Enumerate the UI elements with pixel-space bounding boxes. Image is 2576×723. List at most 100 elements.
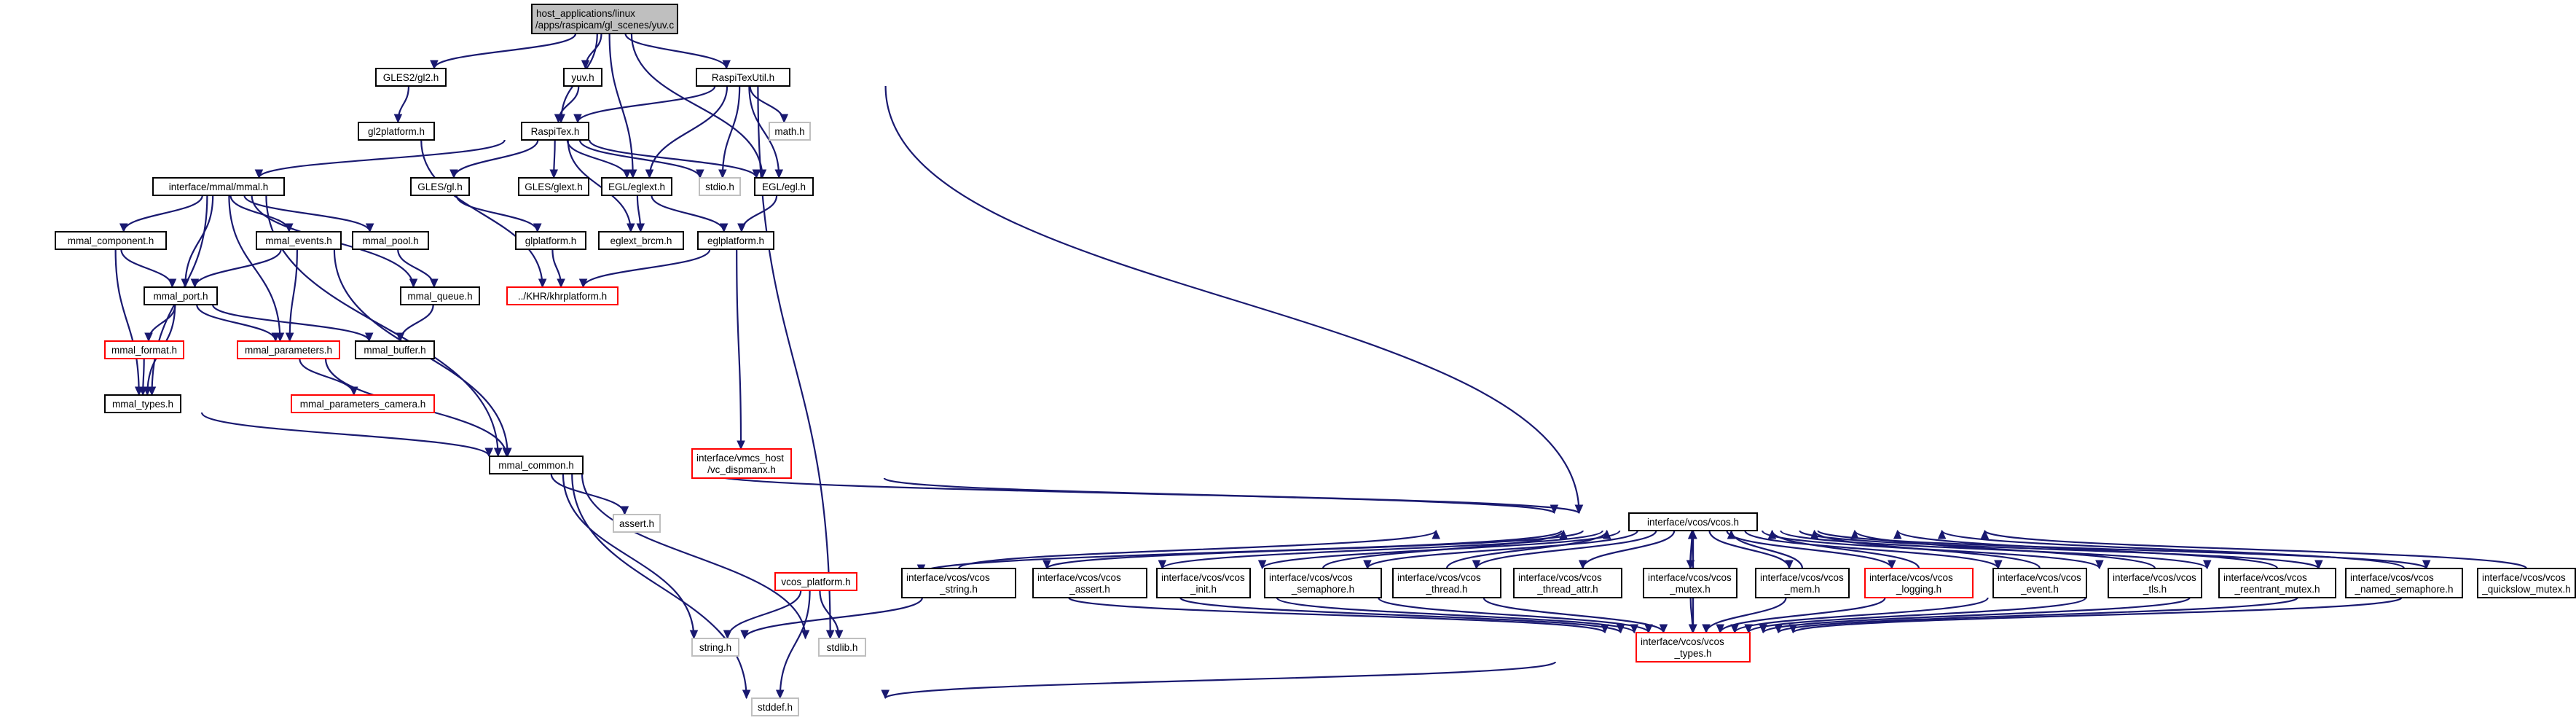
node-box bbox=[901, 568, 1016, 598]
node-vcos_h[interactable]: interface/vcos/vcos.h bbox=[1628, 512, 1758, 531]
node-khrplatform[interactable]: ../KHR/khrplatform.h bbox=[506, 286, 619, 305]
node-mmal_component[interactable]: mmal_component.h bbox=[55, 231, 167, 250]
edge-vcos_h-to-vcos_event bbox=[1744, 530, 2003, 570]
node-box bbox=[769, 122, 811, 141]
node-label: EGL/egl.h bbox=[762, 181, 806, 192]
edge-raspitex-to-stdio_h bbox=[578, 139, 704, 179]
node-label: gl2platform.h bbox=[368, 126, 425, 137]
node-glplatform[interactable]: glplatform.h bbox=[515, 231, 586, 250]
node-label: _mem.h bbox=[1784, 584, 1821, 595]
node-box bbox=[521, 122, 589, 141]
node-mmal_port[interactable]: mmal_port.h bbox=[144, 286, 218, 305]
node-label: math.h bbox=[774, 126, 804, 137]
node-label: assert.h bbox=[619, 518, 654, 529]
node-box bbox=[1032, 568, 1147, 598]
node-vcos_tls[interactable]: interface/vcos/vcos_tls.h bbox=[2108, 568, 2202, 598]
node-label: _thread.h bbox=[1425, 584, 1467, 595]
node-string_h[interactable]: string.h bbox=[691, 638, 739, 657]
edge-vcos_string-to-string_h bbox=[740, 597, 923, 640]
node-mmal_format[interactable]: mmal_format.h bbox=[104, 340, 184, 359]
node-math_h[interactable]: math.h bbox=[769, 122, 811, 141]
node-box bbox=[1156, 568, 1251, 598]
node-mmal_pool[interactable]: mmal_pool.h bbox=[352, 231, 429, 250]
edge-mmal_h-to-mmal_pool bbox=[243, 195, 374, 233]
node-vcos_mutex[interactable]: interface/vcos/vcos_mutex.h bbox=[1643, 568, 1737, 598]
node-vcos_thread_attr[interactable]: interface/vcos/vcos_thread_attr.h bbox=[1513, 568, 1622, 598]
node-mmal_parameters[interactable]: mmal_parameters.h bbox=[237, 340, 340, 359]
edge-vcos_event-to-vcos_types bbox=[1730, 597, 1989, 634]
node-label: _reentrant_mutex.h bbox=[2234, 584, 2320, 595]
node-stddef_h[interactable]: stddef.h bbox=[751, 697, 799, 716]
edge-vcos_h-to-vcos_semaphore bbox=[1363, 530, 1638, 570]
node-label: /vc_dispmanx.h bbox=[707, 464, 776, 475]
edge-vcos_tls-to-vcos_h bbox=[1850, 529, 2156, 569]
node-box bbox=[696, 68, 790, 87]
node-eglext_brcm[interactable]: eglext_brcm.h bbox=[598, 231, 684, 250]
node-gles_gl[interactable]: GLES/gl.h bbox=[410, 177, 470, 196]
node-mmal_parameters_camera[interactable]: mmal_parameters_camera.h bbox=[291, 394, 435, 413]
node-label: interface/mmal/mmal.h bbox=[169, 181, 269, 192]
node-vcos_quickslow_mutex[interactable]: interface/vcos/vcos_quickslow_mutex.h bbox=[2477, 568, 2576, 598]
node-box bbox=[699, 177, 741, 196]
node-label: mmal_parameters_camera.h bbox=[300, 399, 426, 410]
edge-mmal_port-to-mmal_parameters bbox=[196, 304, 280, 343]
node-vcos_thread[interactable]: interface/vcos/vcos_thread.h bbox=[1392, 568, 1501, 598]
edge-eglplatform-to-khrplatform bbox=[578, 249, 711, 289]
edge-vcos_logging-to-vcos_types bbox=[1716, 597, 1886, 634]
node-vcos_platform[interactable]: vcos_platform.h bbox=[774, 572, 857, 591]
node-yuv_h[interactable]: yuv.h bbox=[563, 68, 602, 87]
edge-gles_gl-to-glplatform bbox=[455, 195, 542, 233]
node-vcos_string[interactable]: interface/vcos/vcos_string.h bbox=[901, 568, 1016, 598]
edge-vcos_h-to-vcos_mem bbox=[1708, 530, 1794, 570]
node-gles2_gl2[interactable]: GLES2/gl2.h bbox=[375, 68, 447, 87]
edge-mmal_parameters-to-mmal_parameters_camera bbox=[299, 358, 358, 396]
node-mmal_types[interactable]: mmal_types.h bbox=[104, 394, 181, 413]
node-vcos_reentrant_mutex[interactable]: interface/vcos/vcos_reentrant_mutex.h bbox=[2218, 568, 2336, 598]
node-label: _logging.h bbox=[1896, 584, 1941, 595]
node-label: interface/vcos/vcos.h bbox=[1647, 517, 1739, 528]
node-mmal_buffer[interactable]: mmal_buffer.h bbox=[355, 340, 435, 359]
node-stdlib_h[interactable]: stdlib.h bbox=[818, 638, 866, 657]
node-vcos_init[interactable]: interface/vcos/vcos_init.h bbox=[1156, 568, 1251, 598]
edge-vcos_reentrant_mutex-to-vcos_types bbox=[1759, 596, 2191, 634]
node-mmal_queue[interactable]: mmal_queue.h bbox=[400, 286, 480, 305]
edge-vcos_logging-to-vcos_h bbox=[1767, 529, 1920, 569]
node-box bbox=[144, 286, 218, 305]
node-egl_eglext[interactable]: EGL/eglext.h bbox=[601, 177, 672, 196]
node-label: mmal_parameters.h bbox=[245, 345, 332, 356]
node-mmal_events[interactable]: mmal_events.h bbox=[256, 231, 342, 250]
node-assert_h[interactable]: assert.h bbox=[613, 514, 661, 533]
node-egl_egl[interactable]: EGL/egl.h bbox=[754, 177, 814, 196]
node-vcos_semaphore[interactable]: interface/vcos/vcos_semaphore.h bbox=[1264, 568, 1382, 598]
node-stdio_h[interactable]: stdio.h bbox=[699, 177, 741, 196]
node-vcos_mem[interactable]: interface/vcos/vcos_mem.h bbox=[1755, 568, 1850, 598]
node-label: _named_semaphore.h bbox=[2354, 584, 2453, 595]
node-box bbox=[1513, 568, 1622, 598]
edge-vcos_assert-to-vcos_types bbox=[1179, 596, 1625, 634]
node-vc_dispmanx[interactable]: interface/vmcs_host/vc_dispmanx.h bbox=[691, 448, 792, 479]
edge-egl_eglext-to-eglext_brcm bbox=[636, 195, 645, 233]
node-mmal_common[interactable]: mmal_common.h bbox=[489, 456, 584, 474]
node-box bbox=[691, 448, 792, 479]
node-vcos_logging[interactable]: interface/vcos/vcos_logging.h bbox=[1864, 568, 1974, 598]
node-box bbox=[410, 177, 470, 196]
node-gl2platform[interactable]: gl2platform.h bbox=[358, 122, 435, 141]
node-box bbox=[152, 177, 285, 196]
node-box bbox=[563, 68, 602, 87]
node-label: _mutex.h bbox=[1669, 584, 1711, 595]
node-label: stdio.h bbox=[705, 181, 734, 192]
edge-raspitex-to-egl_eglext bbox=[566, 139, 632, 179]
node-label: interface/vcos/vcos bbox=[1869, 572, 1953, 583]
node-yuv_c[interactable]: host_applications/linux/apps/raspicam/gl… bbox=[531, 4, 678, 34]
node-eglplatform[interactable]: eglplatform.h bbox=[697, 231, 774, 250]
node-vcos_types[interactable]: interface/vcos/vcos_types.h bbox=[1635, 632, 1751, 663]
node-raspitex[interactable]: RaspiTex.h bbox=[521, 122, 589, 141]
node-vcos_named_semaphore[interactable]: interface/vcos/vcos_named_semaphore.h bbox=[2345, 568, 2463, 598]
node-vcos_assert[interactable]: interface/vcos/vcos_assert.h bbox=[1032, 568, 1147, 598]
node-box bbox=[1755, 568, 1850, 598]
node-mmal_h[interactable]: interface/mmal/mmal.h bbox=[152, 177, 285, 196]
node-box bbox=[1864, 568, 1974, 598]
node-raspitexutil[interactable]: RaspiTexUtil.h bbox=[696, 68, 790, 87]
node-gles_glext[interactable]: GLES/glext.h bbox=[518, 177, 589, 196]
node-vcos_event[interactable]: interface/vcos/vcos_event.h bbox=[1992, 568, 2087, 598]
